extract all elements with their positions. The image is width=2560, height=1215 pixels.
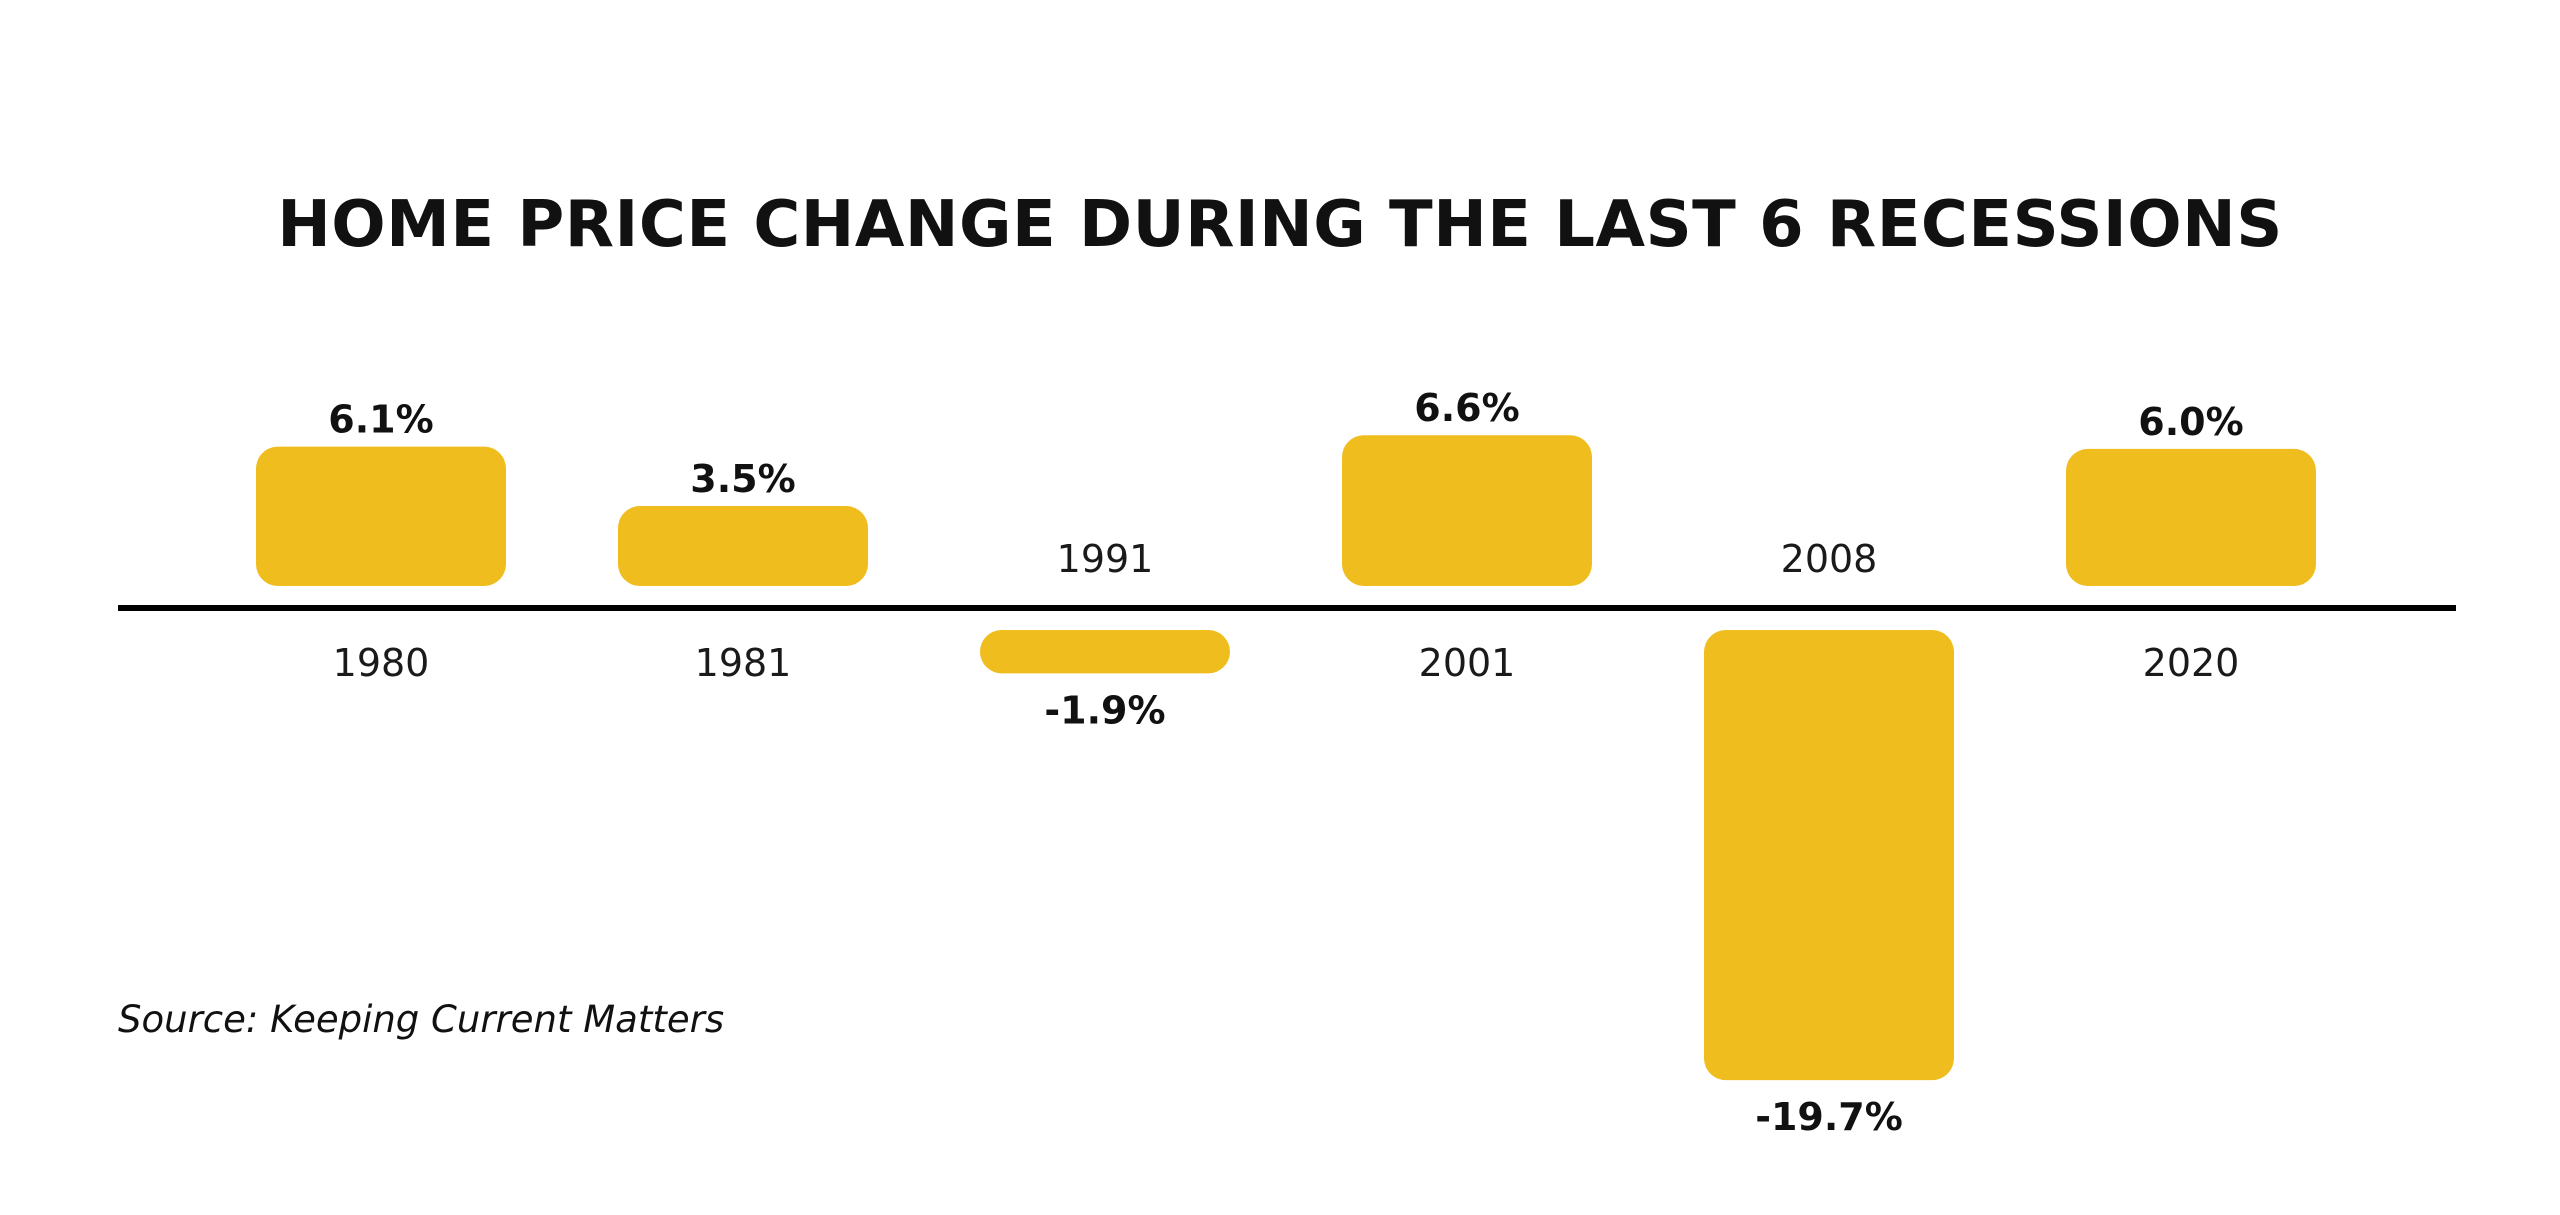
value-label-1980: 6.1%: [328, 398, 433, 442]
source-note: Source: Keeping Current Matters: [118, 998, 725, 1041]
year-label-2008: 2008: [1781, 537, 1878, 581]
year-label-2020: 2020: [2143, 641, 2240, 685]
year-label-1981: 1981: [695, 641, 792, 685]
bar-1991: [980, 630, 1230, 674]
bar-2020: [2066, 448, 2316, 586]
year-label-2001: 2001: [1419, 641, 1516, 685]
bar-1981: [618, 506, 868, 586]
value-label-2008: -19.7%: [1755, 1095, 1903, 1139]
value-label-1981: 3.5%: [690, 457, 795, 501]
chart-title: HOME PRICE CHANGE DURING THE LAST 6 RECE…: [277, 188, 2283, 262]
bar-2008: [1704, 630, 1954, 1081]
value-label-2020: 6.0%: [2138, 400, 2243, 444]
year-labels-group: 1980 1981 1991 2001 2008 2020: [333, 537, 2240, 685]
bars-group: [256, 435, 2316, 1081]
value-label-2001: 6.6%: [1414, 386, 1519, 430]
bar-1980: [256, 446, 506, 586]
value-label-1991: -1.9%: [1044, 688, 1165, 732]
value-labels-group: 6.1% 3.5% -1.9% 6.6% -19.7% 6.0%: [328, 386, 2243, 1139]
year-label-1980: 1980: [333, 641, 430, 685]
year-label-1991: 1991: [1057, 537, 1154, 581]
bar-2001: [1342, 435, 1592, 586]
